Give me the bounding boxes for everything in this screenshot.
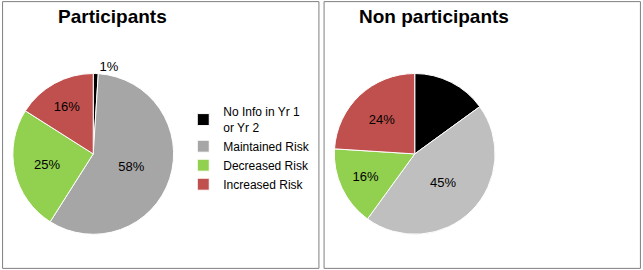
svg-text:16%: 16% — [54, 99, 80, 114]
svg-text:58%: 58% — [118, 159, 144, 174]
svg-text:Participants: Participants — [58, 6, 167, 27]
svg-text:Non participants: Non participants — [359, 6, 509, 27]
svg-text:No Info in Yr 1or Yr 2: No Info in Yr 1or Yr 2 — [223, 105, 300, 135]
svg-text:Maintained Risk: Maintained Risk — [223, 140, 309, 154]
svg-text:Decreased Risk: Decreased Risk — [223, 159, 309, 173]
svg-text:25%: 25% — [34, 157, 60, 172]
svg-text:16%: 16% — [352, 169, 378, 184]
svg-text:45%: 45% — [430, 175, 456, 190]
svg-text:24%: 24% — [369, 112, 395, 127]
svg-text:Increased Risk: Increased Risk — [223, 178, 303, 192]
svg-text:1%: 1% — [100, 59, 119, 74]
